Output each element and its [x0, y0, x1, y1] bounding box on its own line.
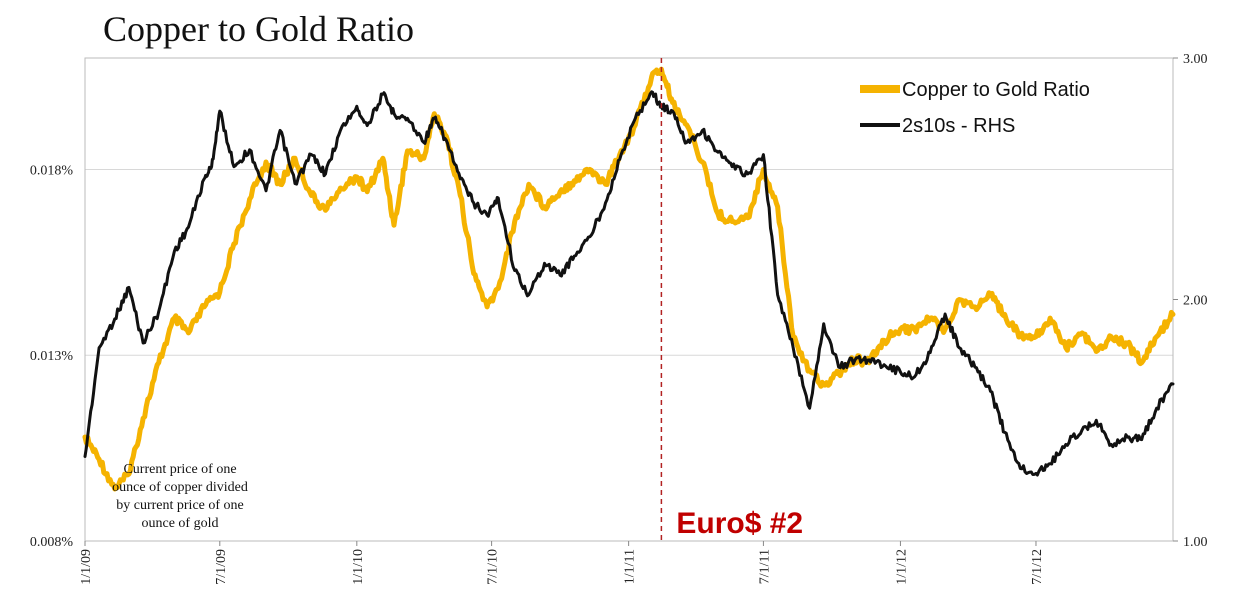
- x-tick-label: 7/1/10: [486, 549, 501, 585]
- right-tick-label: 2.00: [1183, 294, 1208, 309]
- x-tick-label: 1/1/11: [623, 549, 638, 584]
- x-axis: 1/1/09 7/1/09 1/1/10 7/1/10 1/1/11 7/1/11 1/1/…: [79, 541, 1045, 585]
- x-tick-label: 1/1/10: [351, 549, 366, 585]
- x-tick-label: 7/1/11: [757, 549, 772, 584]
- legend: Copper to Gold Ratio 2s10s - RHS: [860, 79, 1090, 137]
- right-tick-label: 1.00: [1183, 535, 1208, 550]
- right-tick-label: 3.00: [1183, 52, 1208, 67]
- right-axis: 1.00 2.00 3.00: [1173, 52, 1208, 550]
- euro-dollar-label: Euro$ #2: [676, 507, 803, 540]
- chart-title: Copper to Gold Ratio: [103, 9, 414, 49]
- x-tick-label: 7/1/09: [214, 549, 229, 585]
- series-layer: [82, 66, 1176, 492]
- axis-note-line: Current price of one: [123, 462, 236, 477]
- left-tick-label: 0.013%: [30, 349, 74, 364]
- axis-note-line: ounce of copper divided: [112, 480, 248, 495]
- x-tick-label: 1/1/12: [894, 549, 909, 585]
- left-tick-label: 0.018%: [30, 163, 74, 178]
- annotation-layer: Euro$ #2 Current price of one ounce of cop…: [112, 58, 803, 541]
- axis-note-line: ounce of gold: [142, 516, 219, 531]
- legend-label: Copper to Gold Ratio: [902, 79, 1090, 101]
- series-line-2s10s: [83, 90, 1175, 477]
- left-tick-label: 0.008%: [30, 535, 74, 550]
- left-axis: 0.008% 0.013% 0.018%: [30, 163, 74, 550]
- grid-layer: [85, 168, 1173, 542]
- legend-label: 2s10s - RHS: [902, 115, 1015, 137]
- x-tick-label: 7/1/12: [1030, 549, 1045, 585]
- x-tick-label: 1/1/09: [79, 549, 94, 585]
- axis-note-line: by current price of one: [116, 498, 244, 513]
